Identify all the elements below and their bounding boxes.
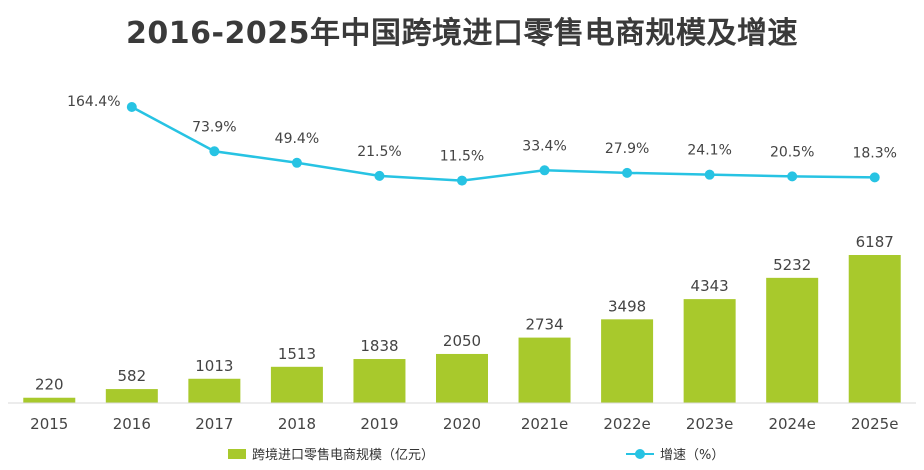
- legend-line-label: 增速（%）: [660, 448, 725, 463]
- x-tick-2021e: 2021e: [521, 415, 568, 433]
- growth-rate-label-2024e: 20.5%: [770, 144, 814, 160]
- bar-label-2021e: 2734: [525, 316, 563, 334]
- x-tick-2016: 2016: [113, 415, 151, 433]
- legend-bar: 跨境进口零售电商规模（亿元）: [228, 444, 434, 463]
- x-tick-2022e: 2022e: [603, 415, 650, 433]
- bar-label-2025e: 6187: [856, 233, 894, 251]
- growth-rate-label-2025e: 18.3%: [852, 145, 896, 161]
- bar-2022e: [601, 319, 654, 403]
- chart-title: 2016-2025年中国跨境进口零售电商规模及增速: [126, 16, 798, 51]
- bar-label-2017: 1013: [195, 357, 233, 375]
- x-axis-tick-labels: 2015 2016 2017 2018 2019 2020 2021e 2022e 2023e 2…: [30, 415, 898, 433]
- legend-line-swatch: [626, 448, 654, 459]
- growth-rate-label-2019: 21.5%: [357, 144, 401, 160]
- x-tick-2018: 2018: [278, 415, 316, 433]
- x-tick-2020: 2020: [443, 415, 481, 433]
- bar-2017: [188, 378, 241, 403]
- bar-value-labels: 220 582 1013 1513 1838 2050 2734 3498 4343 5232 61…: [35, 233, 894, 394]
- x-tick-2025e: 2025e: [851, 415, 898, 433]
- growth-rate-labels: 164.4% 73.9% 49.4% 21.5% 11.5% 33.4% 27.9% 24.1…: [67, 94, 897, 165]
- bar-label-2022e: 3498: [608, 297, 646, 315]
- growth-rate-point-2023e: [704, 169, 715, 180]
- growth-rate-point-2025e: [869, 172, 880, 183]
- growth-rate-point-2017: [209, 146, 220, 157]
- bar-2024e: [766, 277, 819, 403]
- growth-rate-point-2020: [457, 175, 467, 186]
- bar-series: [23, 255, 901, 403]
- bar-2020: [436, 353, 488, 403]
- growth-rate-label-2017: 73.9%: [192, 119, 236, 135]
- x-tick-2019: 2019: [360, 415, 398, 433]
- bar-2016: [105, 389, 158, 403]
- bar-2025e: [848, 255, 901, 403]
- growth-rate-series: [126, 102, 880, 186]
- bar-label-2015: 220: [35, 376, 64, 394]
- bar-label-2018: 1513: [278, 345, 316, 363]
- bar-2021e: [518, 337, 571, 403]
- bar-label-2016: 582: [117, 367, 146, 385]
- bar-2023e: [683, 299, 736, 403]
- growth-rate-label-2016: 164.4%: [67, 94, 120, 110]
- bar-label-2020: 2050: [443, 332, 481, 350]
- bar-label-2019: 1838: [360, 337, 398, 355]
- x-tick-2023e: 2023e: [686, 415, 733, 433]
- growth-rate-point-2022e: [622, 167, 633, 178]
- bar-2019: [353, 359, 406, 403]
- legend-bar-swatch: [228, 448, 246, 459]
- growth-rate-label-2020: 11.5%: [440, 149, 484, 165]
- bar-2018: [270, 366, 323, 403]
- bar-2015: [23, 397, 76, 403]
- bar-label-2023e: 4343: [691, 277, 729, 295]
- growth-rate-label-2023e: 24.1%: [687, 143, 731, 159]
- growth-rate-point-2021e: [539, 165, 550, 176]
- growth-rate-point-2016: [126, 102, 137, 112]
- growth-rate-label-2021e: 33.4%: [522, 138, 566, 154]
- growth-rate-point-2018: [291, 157, 302, 168]
- legend-bar-label: 跨境进口零售电商规模（亿元）: [252, 448, 435, 463]
- growth-rate-point-2024e: [787, 171, 798, 182]
- growth-rate-line: [131, 105, 875, 182]
- x-tick-2017: 2017: [195, 415, 233, 433]
- bar-label-2024e: 5232: [773, 256, 811, 274]
- growth-rate-point-2019: [374, 170, 385, 181]
- x-tick-2015: 2015: [30, 415, 68, 433]
- x-tick-2024e: 2024e: [768, 415, 815, 433]
- growth-rate-label-2018: 49.4%: [275, 131, 319, 147]
- legend-line: 增速（%）: [626, 444, 724, 463]
- growth-rate-label-2022e: 27.9%: [605, 141, 649, 157]
